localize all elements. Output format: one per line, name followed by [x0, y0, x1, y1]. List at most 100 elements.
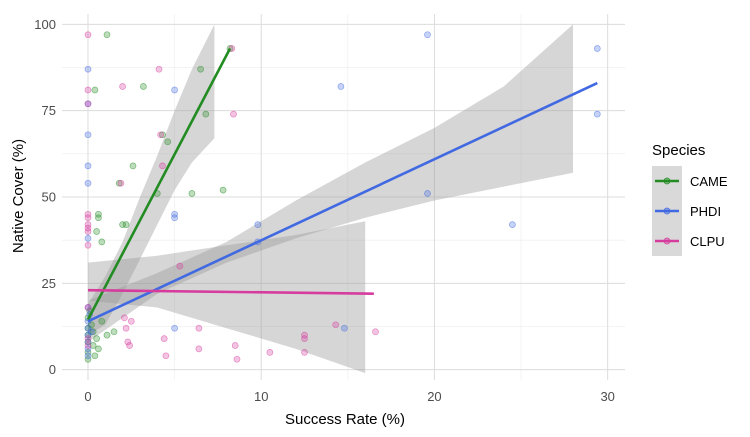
data-point-came — [164, 138, 172, 146]
data-point-clpu — [159, 162, 166, 170]
y-tick-label: 100 — [34, 17, 56, 32]
fit-line-came — [86, 47, 232, 321]
data-point-clpu — [162, 352, 170, 360]
data-point-came — [159, 131, 166, 139]
data-point-came — [219, 186, 227, 194]
data-point-phdi — [424, 190, 431, 197]
y-tick-labels: 0 25 50 75 100 — [34, 17, 56, 377]
data-point-came — [129, 162, 137, 170]
data-point-clpu — [117, 179, 125, 187]
data-point-clpu — [127, 317, 135, 325]
data-point-clpu — [84, 241, 92, 249]
legend-label-clpu: CLPU — [690, 234, 725, 249]
fit-lines — [86, 47, 598, 323]
data-point-clpu — [84, 210, 92, 218]
data-point-clpu — [301, 331, 308, 339]
data-point-phdi — [593, 110, 601, 118]
data-point-clpu — [195, 345, 203, 353]
data-point-phdi — [341, 324, 348, 332]
data-point-clpu — [84, 31, 92, 39]
data-point-clpu — [84, 214, 92, 222]
data-point-came — [188, 190, 196, 197]
x-axis-title: Success Rate (%) — [285, 411, 405, 428]
data-point-phdi — [84, 331, 92, 339]
data-point-came — [84, 355, 92, 363]
y-axis-title: Native Cover (%) — [10, 139, 27, 253]
y-tick-label: 50 — [42, 190, 56, 205]
data-point-phdi — [84, 338, 92, 346]
data-point-clpu — [122, 324, 130, 332]
data-point-phdi — [424, 31, 431, 39]
y-tick-label: 25 — [42, 276, 56, 291]
data-point-clpu — [155, 65, 163, 73]
data-point-clpu — [233, 355, 241, 363]
data-point-came — [95, 345, 102, 353]
data-point-clpu — [84, 342, 92, 349]
data-point-came — [98, 238, 106, 246]
data-point-clpu — [301, 335, 308, 342]
data-point-clpu — [84, 100, 92, 108]
fit-line-phdi — [87, 81, 598, 323]
data-point-came — [119, 221, 126, 228]
data-point-came — [202, 110, 210, 118]
data-point-came — [98, 317, 106, 325]
data-point-came — [122, 221, 130, 228]
data-point-clpu — [84, 228, 92, 235]
data-point-phdi — [337, 83, 345, 90]
data-point-clpu — [84, 221, 92, 228]
data-point-came — [95, 210, 102, 218]
data-point-phdi — [171, 210, 178, 218]
data-point-phdi — [88, 328, 95, 336]
legend-title: Species — [652, 142, 705, 159]
data-point-clpu — [266, 349, 274, 356]
data-point-clpu — [84, 86, 92, 94]
data-point-came — [88, 321, 95, 329]
data-point-phdi — [593, 45, 601, 52]
data-point-came — [103, 31, 111, 39]
data-point-phdi — [84, 345, 92, 353]
y-tick-label: 75 — [42, 103, 56, 118]
confidence-band-phdi — [88, 24, 573, 343]
legend-dot-clpu — [663, 237, 671, 245]
data-point-clpu — [119, 83, 126, 90]
data-point-clpu — [157, 131, 165, 139]
data-point-phdi — [84, 179, 92, 187]
data-point-phdi — [509, 221, 516, 228]
x-tick-label: 0 — [84, 389, 91, 404]
data-point-clpu — [195, 324, 203, 332]
data-point-came — [93, 335, 100, 342]
data-points — [84, 31, 601, 363]
data-point-phdi — [171, 324, 178, 332]
x-tick-labels: 0 10 20 30 — [84, 389, 615, 404]
legend-label-phdi: PHDI — [690, 204, 721, 219]
data-point-came — [103, 331, 111, 339]
data-point-clpu — [176, 262, 184, 270]
data-point-clpu — [301, 349, 308, 356]
data-point-phdi — [84, 162, 92, 170]
confidence-band-clpu — [88, 221, 366, 374]
fit-line-clpu — [87, 288, 374, 295]
data-point-clpu — [84, 335, 92, 342]
data-point-came — [95, 214, 102, 222]
data-point-clpu — [121, 314, 128, 322]
data-point-phdi — [84, 324, 92, 332]
data-point-phdi — [84, 131, 92, 139]
data-point-clpu — [160, 335, 168, 342]
data-point-clpu — [332, 321, 340, 329]
data-point-phdi — [171, 214, 178, 222]
data-point-came — [89, 342, 97, 349]
data-point-phdi — [171, 86, 178, 94]
data-point-came — [91, 352, 99, 360]
data-point-clpu — [372, 328, 379, 336]
grid — [62, 14, 625, 380]
data-point-phdi — [84, 352, 92, 360]
data-point-clpu — [231, 342, 239, 349]
data-point-clpu — [126, 342, 133, 349]
y-tick-label: 0 — [49, 362, 56, 377]
data-point-came — [93, 228, 100, 235]
data-point-came — [110, 328, 118, 336]
data-point-came — [140, 83, 147, 90]
data-point-phdi — [84, 235, 92, 242]
